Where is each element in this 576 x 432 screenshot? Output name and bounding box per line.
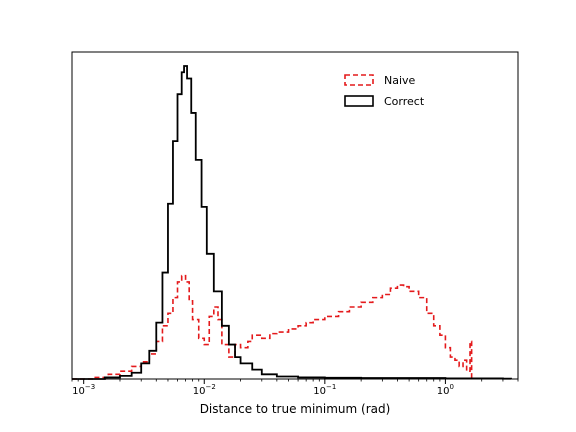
legend-correct-label: Correct: [384, 95, 425, 108]
plot-frame: [72, 52, 518, 379]
legend-naive-label: Naive: [384, 74, 416, 87]
series-naive-line: [72, 276, 472, 379]
legend-naive-swatch: [345, 75, 373, 85]
legend-correct-swatch: [345, 96, 373, 106]
legend: Naive Correct: [345, 74, 425, 108]
plot-area: [72, 66, 511, 379]
x-tick-label: 100: [437, 383, 454, 397]
series-correct-line: [72, 66, 511, 379]
x-tick-label: 10−3: [72, 383, 95, 397]
x-axis-label: Distance to true minimum (rad): [200, 402, 391, 416]
x-axis-ticks: 10−3 10−2 10−1 100: [72, 379, 518, 397]
x-tick-label: 10−1: [313, 383, 336, 397]
x-tick-label: 10−2: [193, 383, 216, 397]
